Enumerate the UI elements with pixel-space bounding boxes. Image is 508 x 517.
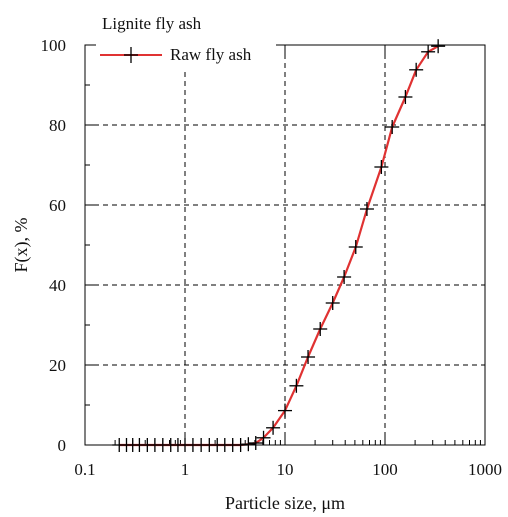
x-tick-label: 1 bbox=[181, 460, 190, 479]
minor-ticks bbox=[85, 84, 481, 445]
grid-lines bbox=[85, 45, 485, 445]
series-layer bbox=[112, 39, 446, 452]
data-point-marker bbox=[248, 436, 263, 450]
y-tick-label: 100 bbox=[41, 36, 67, 55]
major-ticks bbox=[84, 44, 486, 446]
x-axis-label: Particle size, μm bbox=[225, 493, 345, 513]
data-point-marker bbox=[431, 39, 446, 54]
data-point-marker bbox=[313, 322, 328, 336]
series-line bbox=[119, 45, 439, 447]
data-point-marker bbox=[325, 296, 340, 310]
x-tick-label: 10 bbox=[277, 460, 294, 479]
data-point-marker bbox=[266, 420, 281, 435]
data-point-marker bbox=[278, 403, 292, 418]
data-point-marker bbox=[337, 270, 352, 284]
data-point-marker bbox=[301, 350, 316, 364]
data-point-marker bbox=[241, 437, 256, 452]
legend-series-marker bbox=[124, 47, 138, 63]
y-tick-label: 20 bbox=[49, 356, 66, 375]
data-point-marker bbox=[374, 160, 389, 174]
x-tick-label: 1000 bbox=[468, 460, 502, 479]
data-point-marker bbox=[421, 44, 436, 59]
y-tick-label: 60 bbox=[49, 196, 66, 215]
data-point-marker bbox=[348, 240, 363, 254]
y-axis-label: F(x), % bbox=[11, 218, 32, 273]
y-tick-label: 40 bbox=[49, 276, 66, 295]
data-point-marker bbox=[256, 430, 271, 445]
data-point-marker bbox=[385, 120, 400, 134]
y-tick-label: 80 bbox=[49, 116, 66, 135]
legend-series-label: Raw fly ash bbox=[170, 45, 252, 64]
data-point-marker bbox=[289, 378, 304, 393]
x-axis-tick-labels: 0.1 1 10 100 1000 bbox=[74, 460, 502, 479]
data-point-marker bbox=[233, 438, 248, 452]
legend-title: Lignite fly ash bbox=[102, 14, 202, 33]
data-point-marker bbox=[398, 90, 413, 104]
data-point-marker bbox=[359, 202, 374, 216]
x-tick-label: 0.1 bbox=[74, 460, 95, 479]
y-axis-tick-labels: 0 20 40 60 80 100 bbox=[41, 36, 67, 455]
data-point-marker bbox=[409, 62, 424, 77]
x-tick-label: 100 bbox=[372, 460, 398, 479]
legend: Lignite fly ash Raw fly ash bbox=[96, 12, 276, 68]
legend-background bbox=[96, 12, 276, 68]
y-tick-label: 0 bbox=[58, 436, 67, 455]
